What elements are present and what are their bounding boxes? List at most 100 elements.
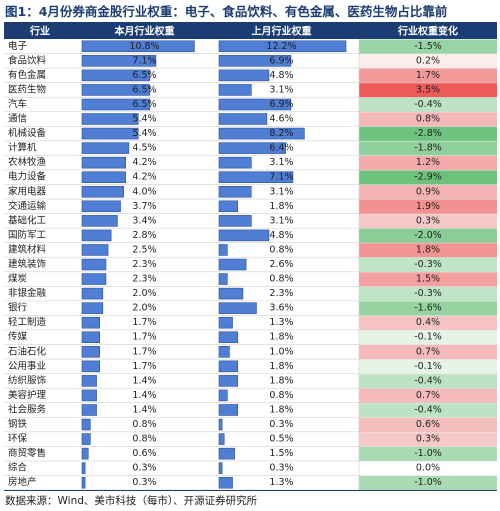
last-month-value: 1.8% [269,332,293,343]
industry-label: 电子 [8,40,28,52]
this-month-value: 2.5% [132,244,156,255]
this-month-bar [81,476,86,489]
change-cell [359,68,497,83]
this-month-bar [81,302,104,314]
this-month-value: 7.1% [132,55,156,66]
this-month-bar [81,375,97,387]
last-month-value: 1.5% [269,448,293,459]
this-month-value: 1.4% [132,375,156,386]
this-month-value: 0.3% [132,477,156,488]
change-cell [359,257,497,272]
this-month-bar [81,418,91,431]
change-value: -2.8% [414,128,442,139]
change-value: -0.3% [414,259,442,270]
last-month-bar [218,98,292,111]
this-month-value: 1.7% [132,317,156,328]
change-cell [359,417,497,432]
industry-label: 农林牧渔 [8,156,47,168]
change-cell [359,97,497,112]
last-month-bar [218,418,223,431]
change-value: -1.8% [414,143,442,154]
change-cell [359,199,497,214]
industry-label: 建筑材料 [8,243,47,255]
change-cell [359,170,497,185]
industry-label: 纺织服饰 [8,374,46,386]
last-month-bar [218,433,225,445]
last-month-value: 3.6% [269,303,293,314]
change-value: 0.3% [416,434,440,445]
industry-label: 国防军工 [8,229,47,241]
this-month-value: 0.3% [132,463,156,474]
industry-label: 环保 [8,433,28,445]
this-month-bar [81,55,157,67]
industry-label: 食品饮料 [8,54,47,66]
change-cell [359,39,497,54]
industry-label: 钢铁 [8,418,28,430]
this-month-value: 4.2% [132,172,156,183]
industry-label: 计算机 [8,142,37,154]
industry-label: 石油石化 [8,345,47,357]
change-cell [359,301,497,316]
industry-label: 非银金融 [8,287,47,299]
industry-label: 交通运输 [8,200,47,212]
industry-label: 社会服务 [8,403,47,415]
change-cell [359,374,497,389]
change-value: -0.4% [414,99,442,110]
change-value: 0.8% [416,114,440,125]
last-month-value: 6.9% [269,99,293,110]
this-month-value: 5.4% [132,128,156,139]
change-value: -0.4% [414,375,442,386]
industry-label: 基础化工 [8,214,47,226]
last-month-value: 12.2% [266,41,296,52]
last-month-value: 6.9% [269,55,293,66]
industry-label: 建筑装饰 [8,258,46,270]
this-month-value: 2.3% [132,274,156,285]
data-source-note: 数据来源：Wind、美市科技（每市）、开源证券研究所 [5,495,258,507]
change-value: -1.0% [414,448,442,459]
change-value: 0.7% [416,390,440,401]
change-value: 1.7% [416,70,440,81]
this-month-value: 2.8% [132,230,156,241]
this-month-value: 6.5% [132,99,156,110]
last-month-value: 3.1% [269,215,293,226]
industry-label: 汽车 [8,98,27,110]
change-cell [359,228,497,243]
last-month-value: 1.8% [269,375,293,386]
change-value: -1.5% [414,41,442,52]
change-cell [359,155,497,170]
this-month-bar [81,113,139,125]
change-cell [359,403,497,418]
this-month-bar [81,360,100,373]
this-month-value: 2.3% [132,259,156,270]
change-value: 0.6% [416,419,440,430]
header-4: 行业权重变化 [397,25,458,38]
last-month-bar [218,69,270,82]
this-month-value: 1.4% [132,404,156,415]
this-month-bar [81,84,150,96]
this-month-bar [81,447,89,460]
this-month-value: 0.8% [132,434,156,445]
last-month-value: 8.2% [269,128,293,139]
last-month-bar [218,389,228,402]
change-cell [359,461,497,476]
industry-label: 公用事业 [8,360,46,372]
this-month-bar [81,316,100,329]
last-month-bar [218,360,239,373]
last-month-value: 0.3% [269,419,293,430]
last-month-value: 1.3% [269,477,293,488]
industry-label: 银行 [8,302,28,314]
change-cell [359,126,497,141]
last-month-value: 2.6% [269,259,293,270]
last-month-bar [218,40,347,53]
change-cell [359,388,497,403]
change-value: 0.4% [416,317,440,328]
this-month-value: 4.2% [132,157,156,168]
industry-label: 通信 [8,113,27,125]
change-value: 1.9% [416,201,440,212]
last-month-value: 3.1% [269,84,293,95]
last-month-bar [218,215,252,227]
this-month-bar [81,142,130,154]
change-cell [359,112,497,127]
industry-label: 电力设备 [8,171,47,183]
